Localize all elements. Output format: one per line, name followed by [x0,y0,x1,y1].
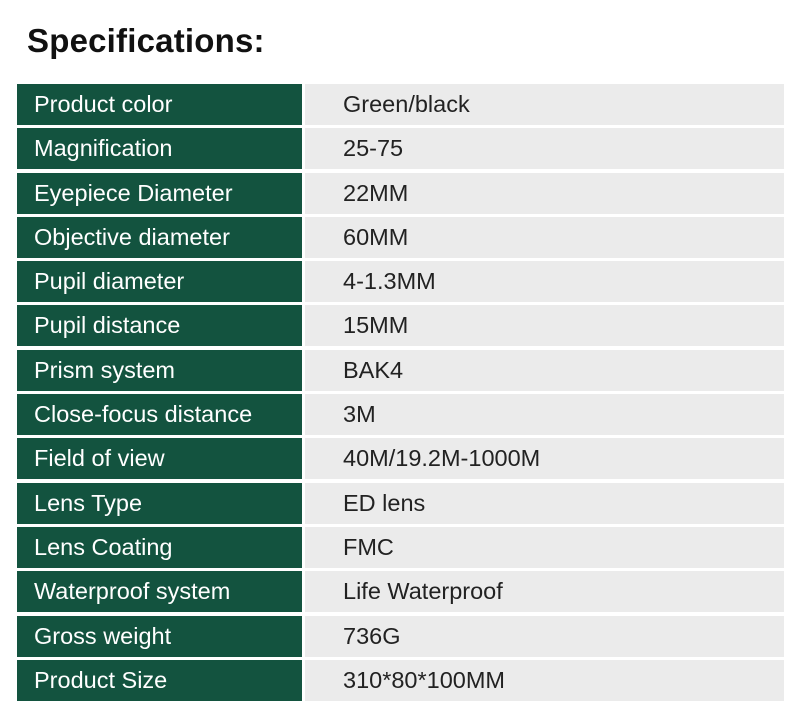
spec-row: Lens Type ED lens [17,482,784,524]
spec-row: Pupil diameter 4-1.3MM [17,261,784,303]
spec-row: Eyepiece Diameter 22MM [17,172,784,214]
spec-label: Close-focus distance [17,394,302,436]
spec-value: ED lens [305,482,784,524]
spec-label: Prism system [17,349,302,391]
spec-row: Lens Coating FMC [17,526,784,568]
spec-row: Gross weight 736G [17,615,784,657]
spec-label: Lens Type [17,482,302,524]
spec-value: 310*80*100MM [305,659,784,701]
spec-label: Eyepiece Diameter [17,172,302,214]
spec-label: Waterproof system [17,571,302,613]
spec-label: Field of view [17,438,302,480]
spec-row: Prism system BAK4 [17,349,784,391]
spec-value: 736G [305,615,784,657]
page-title: Specifications: [27,22,265,59]
spec-value: 40M/19.2M-1000M [305,438,784,480]
spec-row: Product Size 310*80*100MM [17,659,784,701]
spec-row: Objective diameter 60MM [17,216,784,258]
spec-value: 22MM [305,172,784,214]
spec-row: Magnification 25-75 [17,128,784,170]
spec-label: Pupil distance [17,305,302,347]
spec-value: 15MM [305,305,784,347]
spec-label: Pupil diameter [17,261,302,303]
spec-value: 4-1.3MM [305,261,784,303]
spec-value: FMC [305,526,784,568]
spec-label: Gross weight [17,615,302,657]
spec-label: Magnification [17,128,302,170]
spec-label: Product color [17,84,302,125]
spec-value: Life Waterproof [305,571,784,613]
spec-value: BAK4 [305,349,784,391]
spec-value: Green/black [305,84,784,125]
spec-label: Objective diameter [17,216,302,258]
spec-table: Product color Green/black Magnification 25-… [17,84,784,704]
spec-value: 60MM [305,216,784,258]
spec-row: Pupil distance 15MM [17,305,784,347]
spec-value: 25-75 [305,128,784,170]
spec-label: Product Size [17,659,302,701]
spec-value: 3M [305,394,784,436]
spec-row: Field of view 40M/19.2M-1000M [17,438,784,480]
spec-row: Waterproof system Life Waterproof [17,571,784,613]
spec-row: Product color Green/black [17,84,784,125]
spec-label: Lens Coating [17,526,302,568]
spec-row: Close-focus distance 3M [17,394,784,436]
